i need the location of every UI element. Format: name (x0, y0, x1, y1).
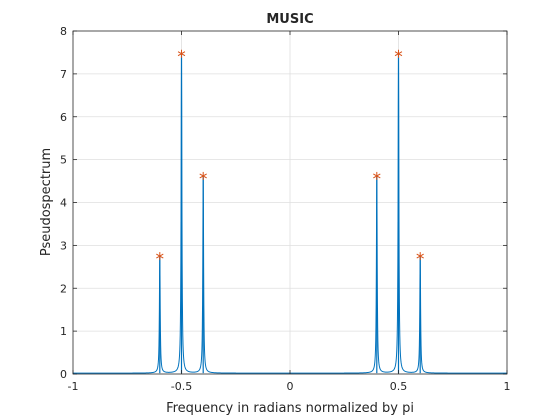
axis-ticks: -1 -0.5 0 0.5 1 0 1 2 3 4 5 6 7 8 (60, 25, 511, 393)
peak-marker (156, 252, 164, 261)
peak-marker (416, 252, 424, 261)
y-tick-label: 8 (60, 25, 67, 38)
y-tick-label: 3 (60, 239, 67, 252)
peak-markers (156, 49, 424, 261)
y-tick-label: 7 (60, 68, 67, 81)
y-tick-label: 5 (60, 154, 67, 167)
y-tick-label: 6 (60, 111, 67, 124)
y-tick-label: 4 (60, 197, 67, 210)
x-tick-label: -1 (68, 380, 79, 393)
chart-title: MUSIC (266, 12, 313, 27)
peak-marker (394, 49, 403, 58)
x-tick-label: 0.5 (390, 380, 408, 393)
y-tick-label: 0 (60, 368, 67, 381)
x-axis-label: Frequency in radians normalized by pi (166, 401, 414, 416)
peak-marker (373, 171, 381, 180)
peak-marker (177, 49, 186, 58)
y-axis-label: Pseudospectrum (39, 148, 54, 256)
x-tick-label: -0.5 (171, 380, 192, 393)
peak-marker (199, 171, 207, 180)
y-tick-label: 2 (60, 282, 67, 295)
grid-lines (73, 31, 507, 374)
y-tick-label: 1 (60, 325, 67, 338)
x-tick-label: 1 (504, 380, 511, 393)
x-tick-label: 0 (287, 380, 294, 393)
